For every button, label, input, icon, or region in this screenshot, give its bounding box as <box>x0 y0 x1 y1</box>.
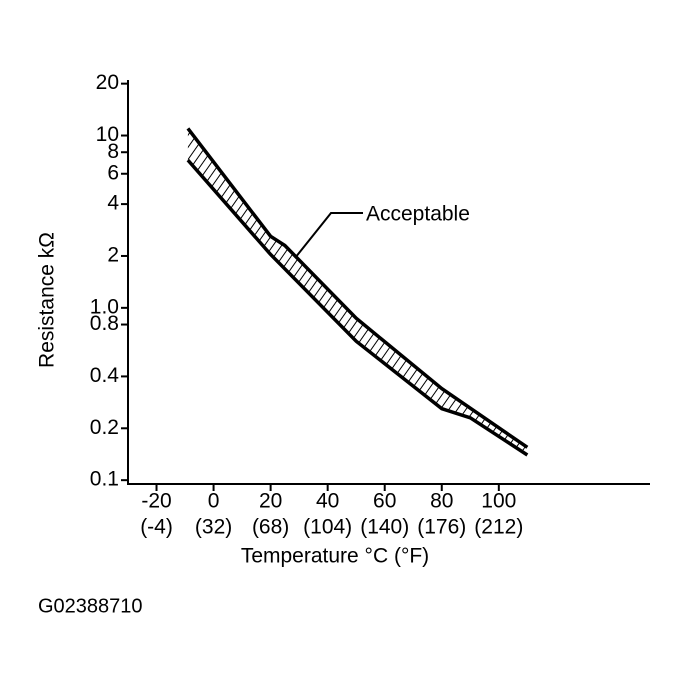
y-tick-label: 2 <box>107 244 119 267</box>
y-tick-label: 20 <box>96 71 119 94</box>
x-tick-label: 20 <box>259 490 282 513</box>
band-edge <box>186 158 529 457</box>
x-tick-label-f: (176) <box>417 516 466 539</box>
x-tick-label-f: (32) <box>195 516 232 539</box>
leader-line <box>294 212 363 259</box>
y-axis-label: Resistance kΩ <box>36 232 59 368</box>
x-tick-label-f: (-4) <box>140 516 173 539</box>
x-tick-label: 40 <box>316 490 339 513</box>
y-tick-label: 10 <box>96 123 119 146</box>
y-tick-label: 0.8 <box>90 312 119 335</box>
x-tick-label-f: (140) <box>360 516 409 539</box>
x-tick-label: 100 <box>481 490 516 513</box>
x-tick-label: 0 <box>208 490 220 513</box>
x-tick-label: 80 <box>430 490 453 513</box>
x-tick-label-f: (212) <box>474 516 523 539</box>
y-tick-label: 1.0 <box>90 295 119 318</box>
y-tick-label: 0.1 <box>90 468 119 491</box>
x-tick-label: 60 <box>373 490 396 513</box>
x-tick-label: -20 <box>141 490 171 513</box>
y-tick-label: 0.4 <box>90 364 120 387</box>
y-tick-label: 4 <box>107 192 119 215</box>
band-fill <box>187 128 528 455</box>
y-tick-label: 8 <box>107 140 119 163</box>
x-tick-label-f: (104) <box>303 516 352 539</box>
x-axis-label: Temperature °C (°F) <box>241 545 429 568</box>
x-tick-label-f: (68) <box>252 516 289 539</box>
y-tick-label: 0.2 <box>90 416 119 439</box>
y-tick-label: 6 <box>107 161 119 184</box>
annotation: Acceptable <box>366 203 470 226</box>
band-edge <box>186 127 529 449</box>
caption: G02388710 <box>38 595 143 617</box>
